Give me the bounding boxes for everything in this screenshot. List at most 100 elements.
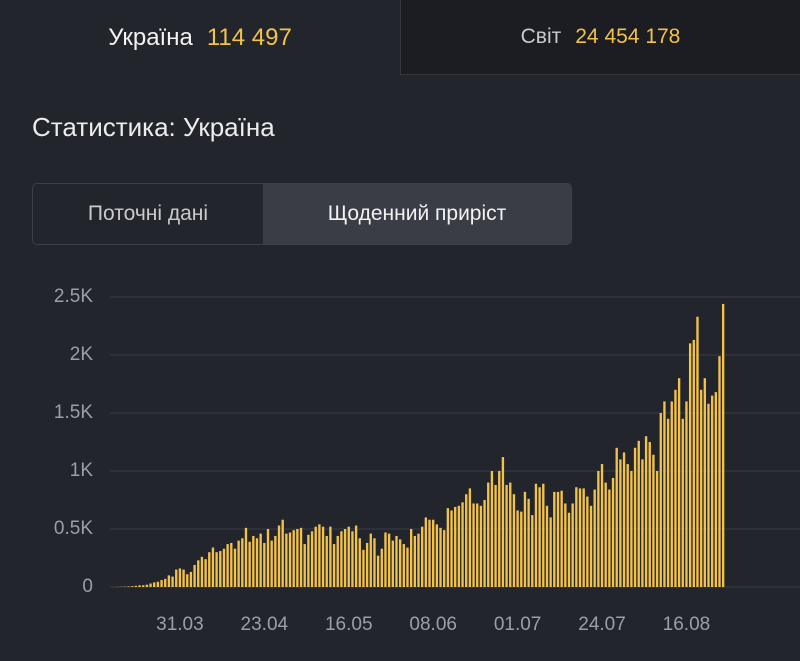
bar bbox=[571, 503, 574, 587]
bar bbox=[299, 527, 303, 587]
bar bbox=[417, 533, 420, 587]
bar bbox=[472, 503, 475, 587]
bar bbox=[409, 529, 413, 587]
bar bbox=[527, 498, 530, 587]
bar bbox=[674, 389, 677, 587]
bar bbox=[376, 555, 380, 587]
bar bbox=[259, 533, 262, 587]
bar bbox=[215, 552, 218, 587]
bar bbox=[648, 442, 651, 587]
bar bbox=[266, 529, 270, 587]
x-tick-label: 01.07 bbox=[494, 614, 542, 635]
bar bbox=[476, 503, 479, 587]
bar bbox=[420, 526, 424, 587]
bar bbox=[406, 547, 409, 587]
tab-label: Україна bbox=[108, 23, 193, 51]
bar bbox=[270, 540, 273, 587]
bar bbox=[398, 539, 402, 587]
bar bbox=[534, 483, 538, 587]
bar bbox=[131, 586, 134, 587]
bar bbox=[145, 584, 149, 587]
bar bbox=[501, 457, 505, 587]
bar bbox=[391, 540, 394, 587]
bar bbox=[354, 525, 358, 587]
bar bbox=[329, 526, 332, 587]
bar bbox=[553, 491, 556, 587]
bar bbox=[644, 436, 648, 587]
bar bbox=[318, 524, 321, 587]
bar bbox=[347, 526, 350, 587]
bar bbox=[443, 530, 446, 587]
bar bbox=[567, 512, 571, 587]
bar bbox=[255, 538, 259, 587]
bar bbox=[707, 403, 710, 587]
bar bbox=[721, 303, 725, 587]
toggle-option-selected[interactable]: Щоденний приріст bbox=[263, 184, 571, 244]
bar bbox=[633, 447, 637, 587]
bar bbox=[516, 510, 519, 587]
bar bbox=[384, 532, 387, 587]
bar bbox=[211, 547, 215, 587]
bar bbox=[670, 401, 673, 587]
bar bbox=[156, 581, 160, 587]
bar bbox=[619, 459, 622, 587]
bar bbox=[578, 488, 582, 587]
toggle: Поточні дані Щоденний приріст bbox=[32, 183, 572, 245]
bar bbox=[208, 552, 211, 587]
bar bbox=[153, 582, 156, 587]
y-tick-label: 1K bbox=[70, 460, 94, 481]
bar bbox=[307, 534, 310, 587]
bar bbox=[167, 575, 171, 587]
bar bbox=[189, 571, 193, 587]
bar bbox=[688, 343, 692, 587]
tab-world[interactable]: Світ 24 454 178 bbox=[400, 0, 800, 75]
bar bbox=[593, 489, 596, 587]
bar bbox=[457, 505, 461, 587]
toggle-option[interactable]: Поточні дані bbox=[87, 202, 209, 225]
bar bbox=[292, 530, 295, 587]
bar bbox=[237, 540, 240, 587]
bar bbox=[186, 574, 189, 587]
bar bbox=[263, 542, 266, 587]
bar bbox=[699, 389, 703, 587]
heading: Статистика: Україна bbox=[32, 112, 275, 142]
bar bbox=[523, 491, 527, 587]
bar bbox=[582, 488, 585, 587]
bar bbox=[142, 585, 145, 587]
bar bbox=[303, 544, 306, 587]
y-tick-label: 1.5K bbox=[54, 402, 93, 423]
bar bbox=[332, 544, 336, 587]
bar bbox=[325, 535, 328, 587]
bar bbox=[685, 401, 688, 587]
bar bbox=[509, 482, 512, 587]
x-tick-label: 08.06 bbox=[409, 614, 457, 635]
bar bbox=[358, 538, 361, 587]
bar bbox=[446, 508, 450, 587]
bar bbox=[241, 538, 244, 587]
tab-ukraine[interactable]: Україна 114 497 bbox=[0, 0, 400, 75]
bar bbox=[600, 464, 604, 587]
bar bbox=[369, 533, 372, 587]
bar bbox=[432, 519, 435, 587]
bar bbox=[545, 505, 549, 587]
bar bbox=[465, 494, 468, 587]
bar bbox=[219, 551, 222, 587]
bar bbox=[197, 560, 200, 587]
bar bbox=[435, 524, 439, 587]
y-tick-label: 2.5K bbox=[54, 286, 93, 307]
bar bbox=[134, 585, 138, 587]
bar bbox=[164, 578, 167, 587]
tab-value: 24 454 178 bbox=[575, 25, 681, 48]
tab-label: Світ bbox=[520, 25, 562, 48]
bar bbox=[564, 503, 567, 587]
bar bbox=[200, 556, 204, 587]
bar bbox=[314, 526, 317, 587]
bar bbox=[248, 541, 251, 587]
bar bbox=[494, 484, 497, 587]
bar bbox=[233, 548, 237, 587]
bar bbox=[373, 538, 376, 587]
bar bbox=[380, 548, 383, 587]
bar bbox=[281, 519, 284, 587]
bar bbox=[175, 569, 178, 587]
